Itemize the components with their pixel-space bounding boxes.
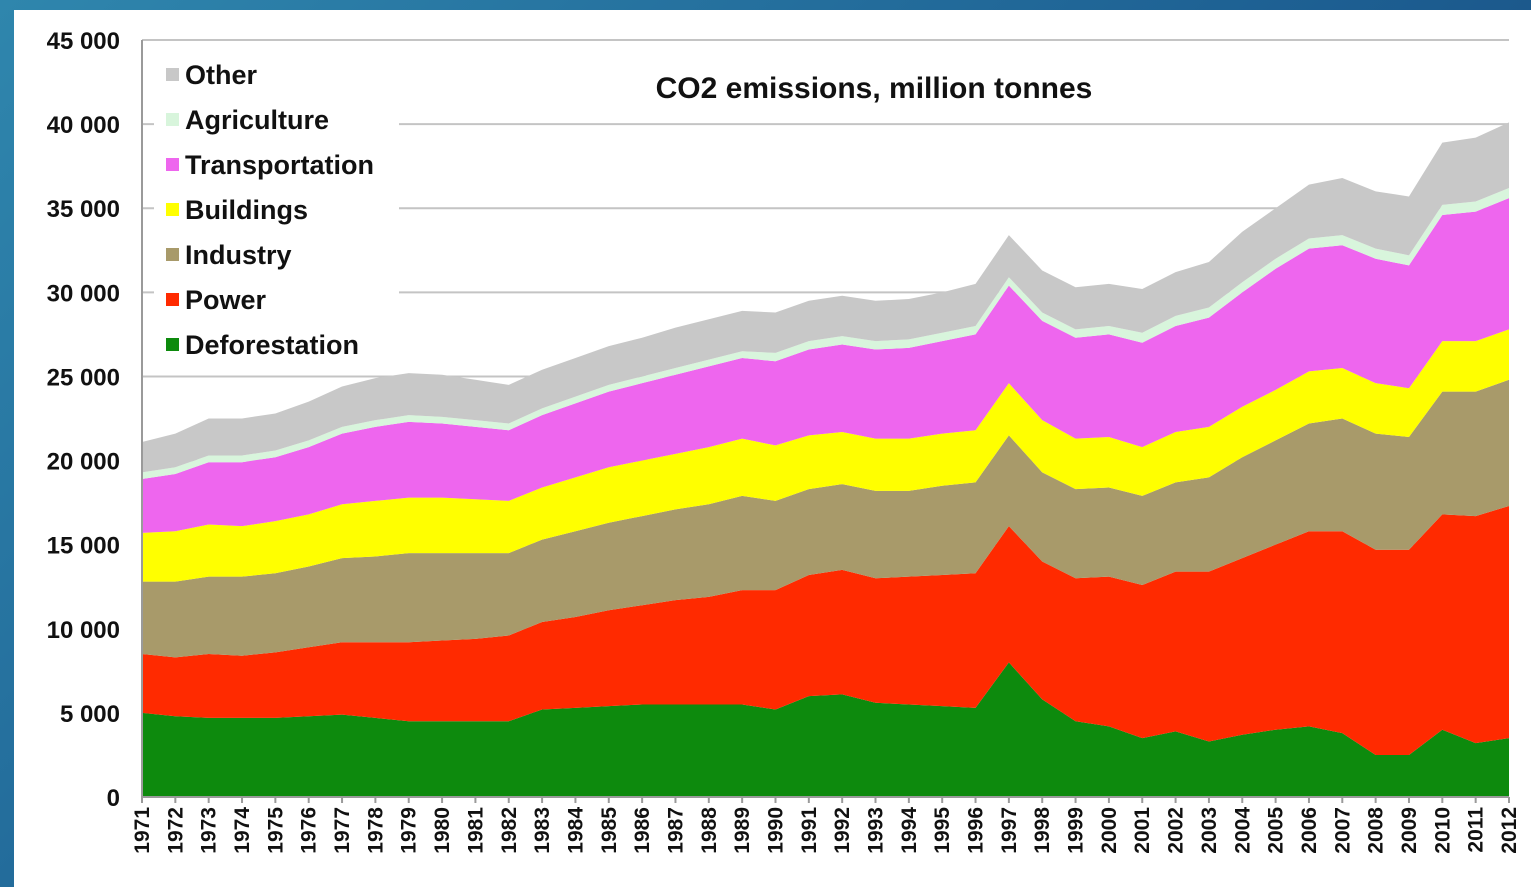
area-deforestation: [142, 662, 1509, 797]
x-tick-label: 1994: [898, 807, 921, 854]
chart-panel: 0 5 000 10 000 15 000 20 000 25 000 30 000 35 0…: [14, 10, 1531, 887]
x-tick-label: 1979: [398, 807, 421, 854]
x-tick-label: 2000: [1098, 807, 1121, 854]
co2-emissions-chart: 0 5 000 10 000 15 000 20 000 25 000 30 000 35 0…: [47, 28, 1521, 854]
x-tick-label: 1981: [464, 807, 487, 854]
x-tick-label: 1998: [1031, 807, 1054, 854]
x-tick-labels: 1971 1972 1973 1974 1975 1976 1977 1978 1979 1980…: [131, 807, 1521, 854]
x-tick-label: 1991: [798, 807, 821, 854]
x-tick-label: 2010: [1431, 807, 1454, 854]
legend-swatch: [166, 158, 179, 171]
chart-title: CO2 emissions, million tonnes: [656, 72, 1093, 105]
legend: Other Agriculture Transportation Buildings I…: [166, 60, 374, 360]
x-tick-label: 2007: [1331, 807, 1354, 854]
x-tick-label: 1975: [264, 807, 287, 854]
x-tick-label: 2003: [1198, 807, 1221, 854]
y-tick-label: 0: [107, 785, 120, 812]
y-tick-label: 25 000: [47, 364, 120, 391]
area-power: [142, 505, 1509, 755]
x-tick-label: 1987: [664, 807, 687, 854]
x-tick-label: 1989: [731, 807, 754, 854]
x-tick-label: 2004: [1231, 807, 1254, 854]
x-tick-label: 2011: [1465, 807, 1488, 853]
x-tick-label: 1988: [698, 807, 721, 854]
legend-swatch: [166, 338, 179, 351]
legend-label: Transportation: [185, 150, 374, 180]
legend-swatch: [166, 293, 179, 306]
y-tick-label: 40 000: [47, 112, 120, 139]
legend-swatch: [166, 203, 179, 216]
title-background: [614, 66, 1154, 116]
x-tick-label: 1997: [998, 807, 1021, 854]
x-tick-label: 1980: [431, 807, 454, 854]
x-tick-label: 1986: [631, 807, 654, 854]
x-tick-label: 1977: [331, 807, 354, 854]
x-tick-label: 1971: [131, 807, 154, 854]
x-tick-label: 1972: [164, 807, 187, 854]
legend-swatch: [166, 248, 179, 261]
x-tick-label: 1990: [764, 807, 787, 854]
legend-label: Deforestation: [185, 330, 359, 360]
legend-background: [154, 52, 399, 372]
legend-label: Buildings: [185, 195, 308, 225]
y-tick-label: 10 000: [47, 617, 120, 644]
legend-swatch: [166, 113, 179, 126]
area-industry: [142, 379, 1509, 658]
x-tick-label: 1999: [1065, 807, 1088, 854]
x-tick-label: 1984: [564, 807, 587, 854]
y-tick-label: 45 000: [47, 28, 120, 55]
x-tick-label: 2001: [1131, 807, 1154, 854]
x-tick-label: 2006: [1298, 807, 1321, 854]
x-tick-label: 1995: [931, 807, 954, 854]
area-agriculture: [142, 188, 1509, 480]
x-tick-label: 1983: [531, 807, 554, 854]
axes: [141, 40, 1510, 803]
x-tick-label: 2009: [1398, 807, 1421, 854]
legend-label: Power: [185, 285, 267, 315]
x-tick-label: 1978: [364, 807, 387, 854]
legend-label: Industry: [185, 240, 292, 270]
x-tick-label: 2012: [1498, 807, 1521, 854]
area-buildings: [142, 329, 1509, 582]
y-tick-labels: 0 5 000 10 000 15 000 20 000 25 000 30 000 35 0…: [47, 28, 120, 812]
y-tick-label: 20 000: [47, 449, 120, 476]
legend-swatch: [166, 68, 179, 81]
x-tick-label: 2005: [1265, 807, 1288, 854]
area-other: [142, 122, 1509, 473]
x-tick-label: 1985: [598, 807, 621, 854]
x-tick-label: 1996: [965, 807, 988, 854]
x-tick-label: 1993: [865, 807, 888, 854]
area-transportation: [142, 198, 1509, 533]
y-tick-label: 30 000: [47, 280, 120, 307]
x-tick-label: 1974: [231, 807, 254, 854]
x-tick-label: 2002: [1165, 807, 1188, 854]
legend-label: Agriculture: [185, 105, 329, 135]
x-tick-label: 1992: [831, 807, 854, 854]
x-tick-label: 1982: [498, 807, 521, 854]
x-tick-label: 1973: [198, 807, 221, 854]
y-tick-label: 5 000: [60, 701, 120, 728]
y-tick-label: 35 000: [47, 196, 120, 223]
x-tick-label: 2008: [1365, 807, 1388, 854]
y-tick-label: 15 000: [47, 533, 120, 560]
x-tick-label: 1976: [298, 807, 321, 854]
legend-label: Other: [185, 60, 258, 90]
stacked-areas: [142, 122, 1509, 797]
